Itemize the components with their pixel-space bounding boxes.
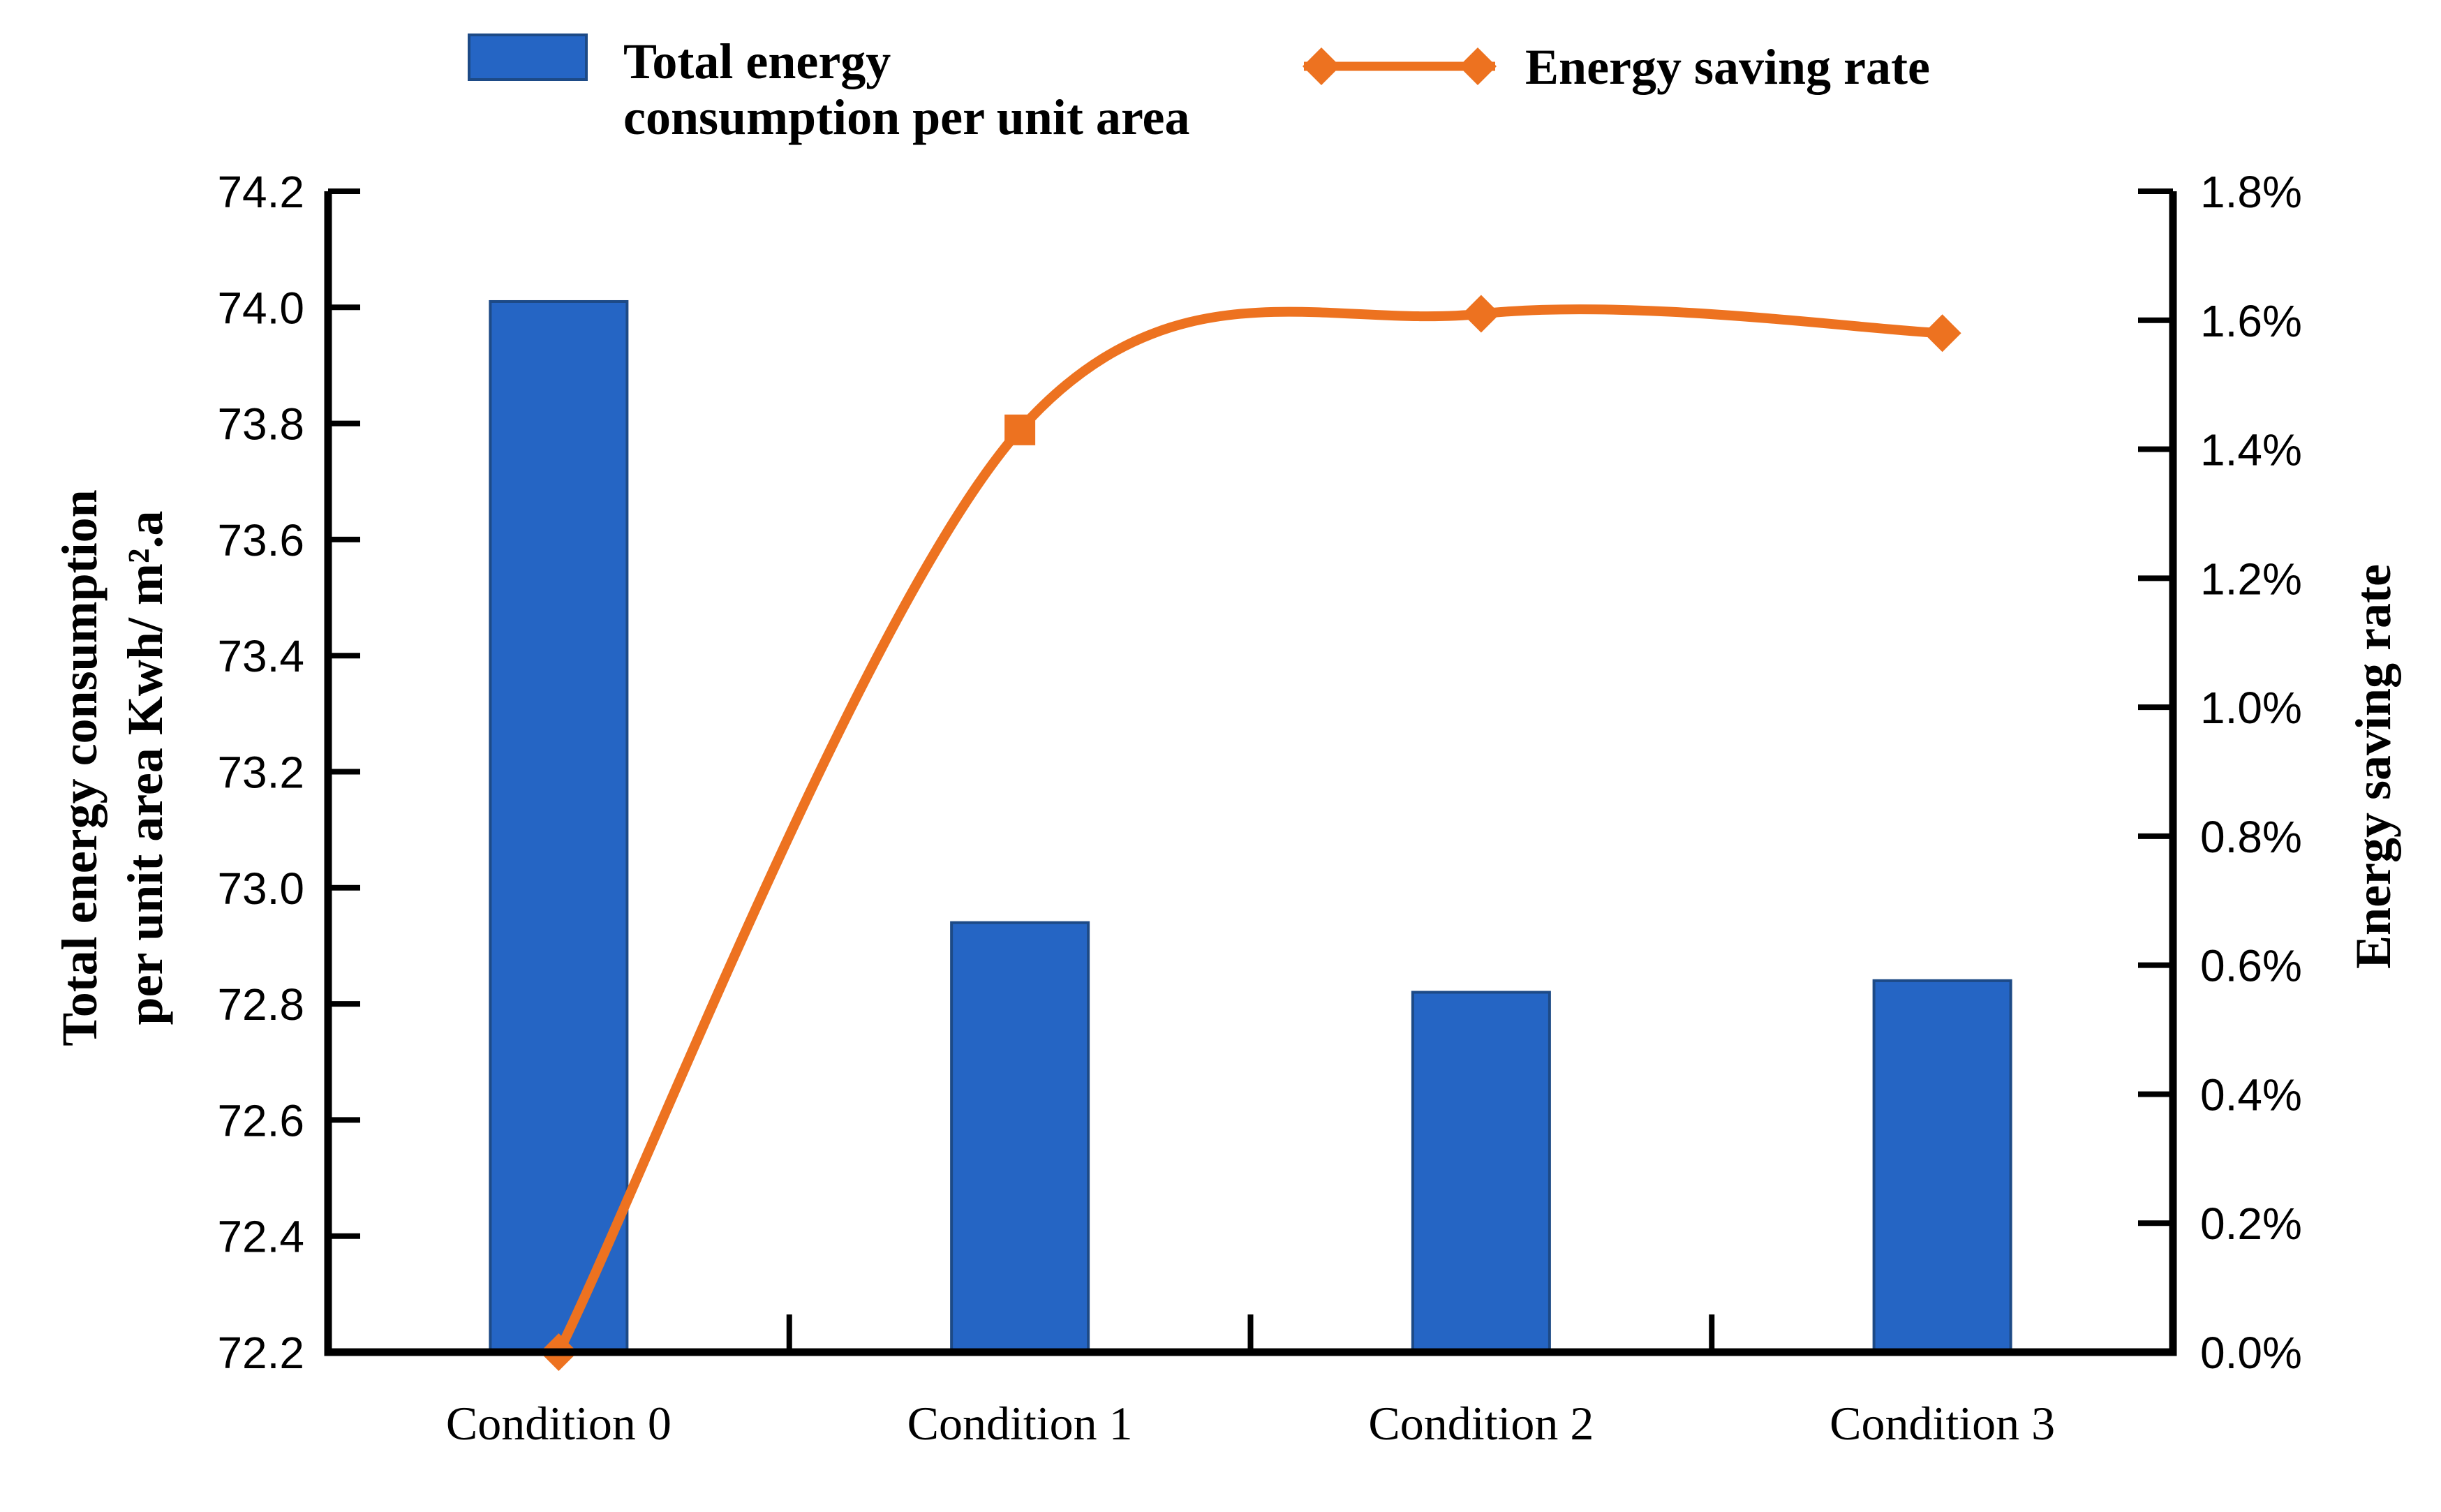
line-marker-square	[1004, 414, 1036, 445]
legend-bar-swatch	[468, 34, 588, 81]
right-axis-tick-label: 1.6%	[2200, 296, 2302, 346]
legend-bar-label-line2: consumption per unit area	[623, 89, 1189, 145]
left-axis-tick-label: 72.4	[217, 1212, 304, 1262]
bar-condition-2	[1411, 991, 1551, 1354]
bar-condition-1	[950, 921, 1090, 1354]
left-axis-tick-label: 72.8	[217, 979, 304, 1030]
line-series	[540, 295, 1961, 1371]
left-axis-tick-label: 72.2	[217, 1328, 304, 1378]
left-axis-tick-label: 73.2	[217, 748, 304, 798]
right-axis-title: Energy saving rate	[2345, 564, 2401, 969]
left-axis-tick-label: 73.0	[217, 864, 304, 914]
legend: Total energy consumption per unit area E…	[468, 34, 1930, 145]
bar-condition-0	[489, 299, 629, 1354]
plot-border	[324, 191, 2177, 1356]
x-axis-category-label: Condition 1	[907, 1397, 1133, 1450]
bar-series	[489, 299, 2012, 1354]
left-axis-tick-label: 72.6	[217, 1095, 304, 1146]
right-axis-tick-label: 0.6%	[2200, 941, 2302, 991]
right-axis-tick-label: 1.2%	[2200, 554, 2302, 604]
left-axis-tick-label: 73.6	[217, 515, 304, 565]
left-axis-tick-label: 73.8	[217, 399, 304, 450]
right-axis-tick-label: 1.8%	[2200, 167, 2302, 217]
x-axis-category-label: Condition 3	[1830, 1397, 2055, 1450]
legend-line-label: Energy saving rate	[1525, 39, 1930, 95]
left-axis-tick-label: 74.0	[217, 283, 304, 333]
left-axis-tick-label: 73.4	[217, 631, 304, 681]
line-marker-diamond	[1462, 295, 1500, 333]
right-axis-tick-label: 1.0%	[2200, 683, 2302, 733]
left-axis-title-line2: per unit area Kwh/ m².a	[117, 511, 173, 1025]
right-axis-tick-label: 1.4%	[2200, 425, 2302, 475]
axis-tick-labels: 74.2 74.0 73.8 73.6 73.4 73.2 73.0 72.8 72.6 72.4…	[217, 167, 2301, 1450]
x-axis-category-label: Condition 0	[446, 1397, 672, 1450]
line-marker-diamond	[1923, 314, 1961, 353]
bar-condition-3	[1872, 979, 2012, 1354]
legend-diamond-icon	[1303, 47, 1340, 85]
x-axis-category-label: Condition 2	[1368, 1397, 1594, 1450]
energy-saving-rate-line	[554, 304, 1947, 1357]
right-axis-tick-label: 0.0%	[2200, 1328, 2302, 1378]
left-axis-tick-label: 74.2	[217, 167, 304, 217]
right-axis-tick-label: 0.4%	[2200, 1069, 2302, 1120]
legend-diamond-icon	[1459, 47, 1497, 85]
legend-bar-label-line1: Total energy	[623, 34, 891, 89]
right-axis-tick-label: 0.2%	[2200, 1199, 2302, 1249]
left-axis-title-line1: Total energy consumption	[52, 489, 107, 1046]
right-axis-tick-label: 0.8%	[2200, 812, 2302, 862]
